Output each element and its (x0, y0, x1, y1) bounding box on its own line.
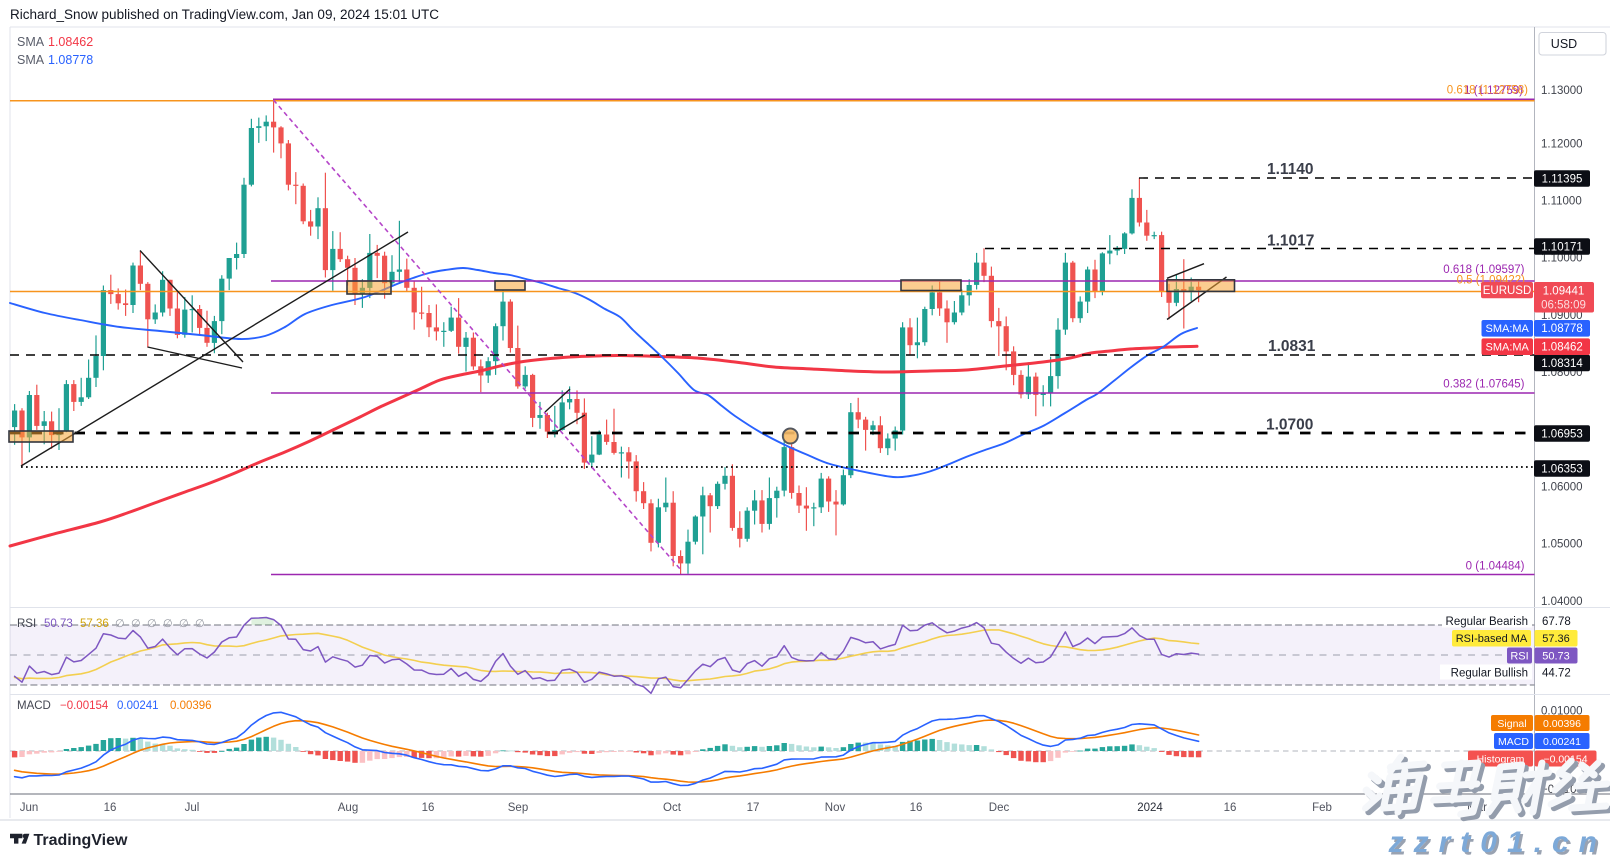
svg-text:50.73: 50.73 (44, 618, 73, 630)
svg-text:EURUSD: EURUSD (1483, 285, 1532, 297)
svg-text:1.13000: 1.13000 (1541, 85, 1583, 97)
svg-text:Regular Bearish: Regular Bearish (1446, 616, 1528, 628)
svg-text:1.04000: 1.04000 (1541, 596, 1583, 608)
svg-text:Jul: Jul (185, 802, 200, 814)
svg-text:RSI-based MA: RSI-based MA (1456, 633, 1528, 645)
svg-text:0.00241: 0.00241 (1543, 736, 1581, 748)
svg-text:1.1140: 1.1140 (1267, 161, 1314, 178)
svg-text:Sep: Sep (508, 802, 528, 814)
svg-text:Nov: Nov (825, 802, 846, 814)
svg-text:1.10171: 1.10171 (1541, 241, 1583, 253)
svg-text:∅: ∅ (195, 618, 205, 630)
svg-text:0.00396: 0.00396 (1543, 718, 1581, 730)
svg-text:16: 16 (910, 802, 923, 814)
svg-text:1 (1.12759): 1 (1.12759) (1464, 85, 1523, 97)
svg-text:USD: USD (1551, 37, 1577, 51)
svg-text:44.72: 44.72 (1542, 668, 1571, 680)
svg-text:0.00396: 0.00396 (170, 700, 212, 712)
svg-text:SMA: SMA (17, 53, 45, 67)
svg-text:RSI: RSI (17, 618, 36, 630)
svg-text:zzrt01.cn: zzrt01.cn (1390, 829, 1609, 857)
svg-text:1.06353: 1.06353 (1541, 463, 1583, 475)
svg-text:1.06953: 1.06953 (1541, 428, 1583, 440)
svg-text:∅: ∅ (147, 618, 157, 630)
svg-text:zzrt01.cn: zzrt01.cn (1388, 826, 1607, 857)
svg-text:1.08778: 1.08778 (1541, 323, 1583, 335)
svg-text:Signal: Signal (1497, 718, 1526, 730)
svg-text:1.0700: 1.0700 (1266, 417, 1313, 434)
svg-text:MACD: MACD (17, 700, 51, 712)
svg-text:Feb: Feb (1312, 802, 1332, 814)
svg-text:57.36: 57.36 (80, 618, 109, 630)
svg-text:16: 16 (104, 802, 117, 814)
svg-text:0.618 (1.09597): 0.618 (1.09597) (1443, 264, 1524, 276)
svg-text:SMA: SMA (17, 35, 45, 49)
svg-text:Histogram: Histogram (1477, 753, 1525, 765)
svg-text:57.36: 57.36 (1542, 633, 1570, 645)
svg-text:MACD: MACD (1498, 736, 1529, 748)
svg-text:1.12000: 1.12000 (1541, 139, 1583, 151)
svg-text:∅: ∅ (131, 618, 141, 630)
svg-text:2024: 2024 (1137, 802, 1163, 814)
svg-text:Richard_Snow published on Trad: Richard_Snow published on TradingView.co… (10, 7, 439, 22)
svg-text:∅: ∅ (163, 618, 173, 630)
svg-text:1.11000: 1.11000 (1541, 196, 1582, 208)
svg-text:1.08314: 1.08314 (1541, 358, 1583, 370)
svg-text:TradingView: TradingView (34, 832, 129, 849)
svg-text:SMA:MA: SMA:MA (1485, 342, 1529, 354)
svg-text:∅: ∅ (179, 618, 189, 630)
svg-text:Oct: Oct (663, 802, 682, 814)
svg-text:0.618 (1.12758): 0.618 (1.12758) (1447, 85, 1528, 97)
svg-text:17: 17 (747, 802, 760, 814)
svg-text:06:58:09: 06:58:09 (1541, 300, 1586, 312)
svg-text:SMA:MA: SMA:MA (1485, 323, 1529, 335)
svg-text:Regular Bullish: Regular Bullish (1451, 668, 1528, 680)
svg-text:∅: ∅ (115, 618, 125, 630)
svg-text:RSI: RSI (1510, 650, 1528, 662)
svg-text:1.08462: 1.08462 (48, 35, 93, 49)
svg-text:67.78: 67.78 (1542, 616, 1571, 628)
svg-text:1.09441: 1.09441 (1543, 285, 1585, 297)
svg-text:1.09000: 1.09000 (1541, 310, 1583, 322)
svg-text:1.11395: 1.11395 (1542, 173, 1583, 185)
svg-text:1.08778: 1.08778 (48, 53, 93, 67)
svg-text:1.0831: 1.0831 (1268, 338, 1316, 355)
svg-text:1.1017: 1.1017 (1267, 233, 1314, 250)
svg-text:Dec: Dec (989, 802, 1010, 814)
svg-text:1.06000: 1.06000 (1541, 482, 1583, 494)
svg-text:−0.00154: −0.00154 (60, 700, 109, 712)
svg-text:0 (1.04484): 0 (1.04484) (1466, 561, 1525, 573)
svg-text:0.382 (1.07645): 0.382 (1.07645) (1443, 379, 1524, 391)
svg-text:Jun: Jun (20, 802, 39, 814)
svg-text:0.00241: 0.00241 (117, 700, 159, 712)
svg-text:50.73: 50.73 (1542, 650, 1570, 662)
svg-text:16: 16 (1224, 802, 1237, 814)
svg-text:0.01000: 0.01000 (1541, 706, 1583, 718)
svg-text:1.08462: 1.08462 (1541, 342, 1583, 354)
svg-text:Aug: Aug (338, 802, 358, 814)
svg-text:1.05000: 1.05000 (1541, 539, 1583, 551)
svg-text:1.10000: 1.10000 (1541, 253, 1583, 265)
svg-text:16: 16 (422, 802, 435, 814)
